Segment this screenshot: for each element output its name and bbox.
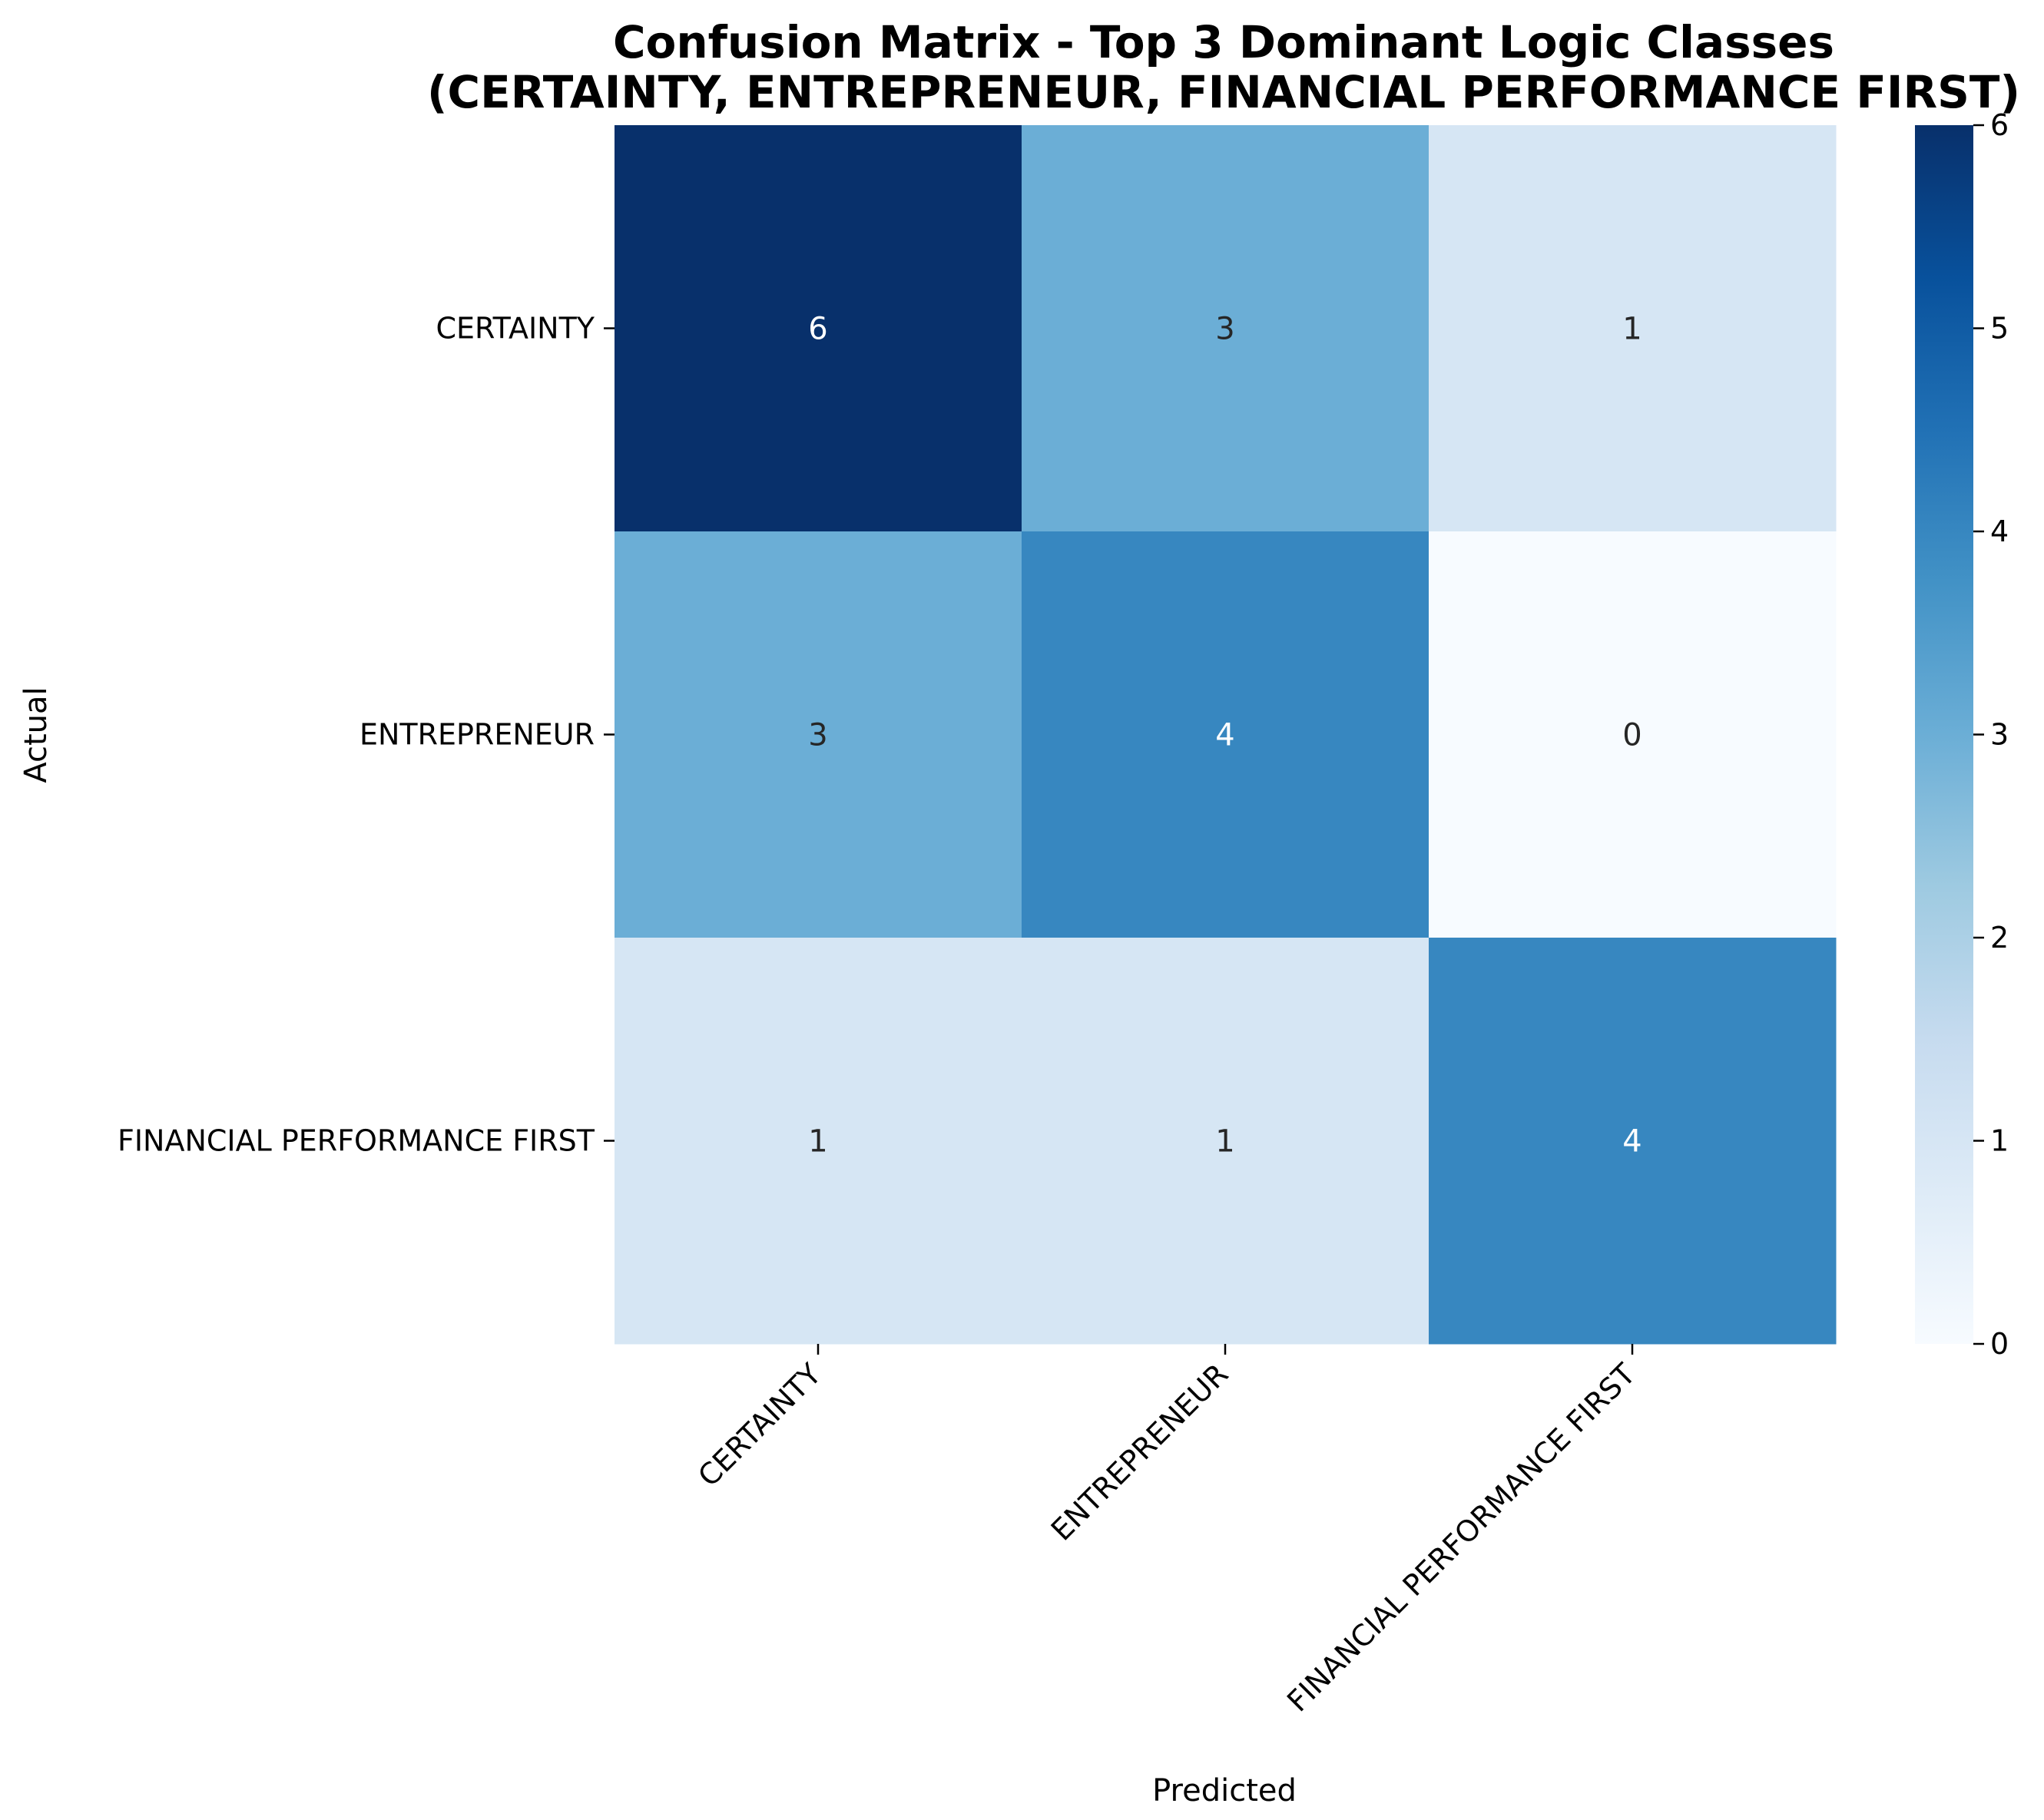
heatmap-cell [1429,125,1837,532]
y-tick-label: ENTREPRENEUR [359,718,595,752]
heatmap-cell [615,531,1022,938]
chart-title: Confusion Matrix - Top 3 Dominant Logic … [613,16,1834,68]
colorbar-gradient [1915,125,1973,1344]
x-tick-label: FINANCIAL PERFORMANCE FIRST [1280,1357,1642,1719]
heatmap-cell [1022,938,1429,1345]
x-axis-label: Predicted [1152,1773,1297,1808]
heatmap-cell [1022,531,1429,938]
heatmap-cell [1429,531,1837,938]
cell-value-label: 6 [808,312,827,347]
cell-value-label: 3 [808,718,827,753]
heatmap-cell [1429,938,1837,1345]
heatmap-cell [1022,125,1429,532]
y-axis-label: Actual [18,687,54,783]
colorbar: 0 1 2 3 4 5 6 [1915,108,2009,1361]
colorbar-tick-label: 6 [1990,108,2009,142]
cell-value-label: 1 [808,1124,827,1160]
colorbar-tick-label: 3 [1990,718,2009,752]
x-tick-label: CERTAINTY [691,1357,828,1494]
cell-value-label: 3 [1215,312,1234,347]
colorbar-tick-label: 1 [1990,1124,2009,1158]
y-tick-label: FINANCIAL PERFORMANCE FIRST [118,1124,595,1158]
heatmap-cell [615,125,1022,532]
cell-value-label: 1 [1622,312,1641,347]
y-axis-ticks: CERTAINTY ENTREPRENEUR FINANCIAL PERFORMAN… [118,312,615,1158]
chart-subtitle: (CERTAINTY, ENTREPRENEUR, FINANCIAL PERF… [427,66,2020,118]
y-tick-label: CERTAINTY [436,312,595,346]
colorbar-tick-label: 2 [1990,921,2009,955]
colorbar-tick-label: 4 [1990,515,2009,548]
cell-value-label: 4 [1622,1124,1641,1160]
heatmap-cell [615,938,1022,1345]
cell-value-label: 4 [1215,718,1234,753]
x-axis-ticks: CERTAINTY ENTREPRENEUR FINANCIAL PERFORMAN… [691,1344,1642,1718]
x-tick-label: ENTREPRENEUR [1045,1357,1235,1547]
colorbar-tick-label: 5 [1990,312,2009,346]
colorbar-tick-label: 0 [1990,1327,2009,1361]
heatmap-grid: 6 3 1 3 4 0 1 1 4 [615,125,1837,1345]
cell-value-label: 1 [1215,1124,1234,1160]
cell-value-label: 0 [1622,718,1641,753]
